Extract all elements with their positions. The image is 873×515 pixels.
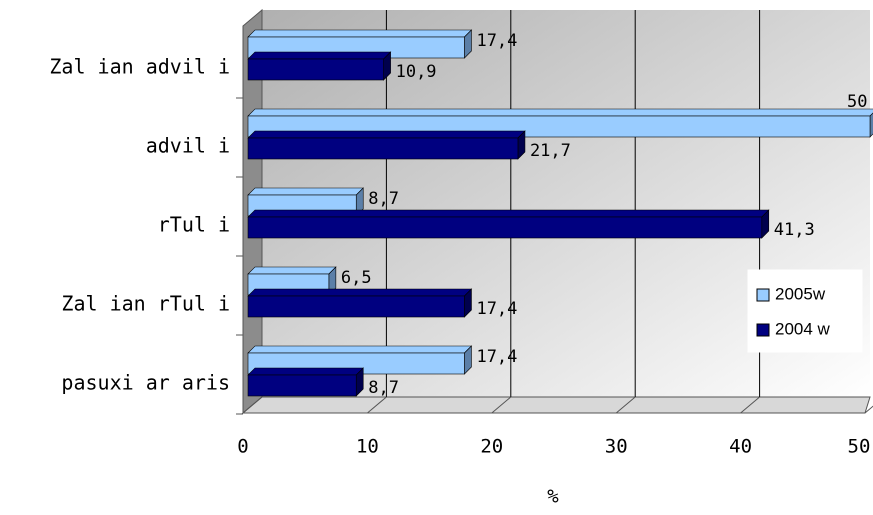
value-label: 50 [847,92,867,112]
bar [247,216,763,239]
x-tick-label: 40 [729,436,752,458]
bar-top [247,209,770,218]
value-label: 41,3 [774,220,815,240]
x-tick-label: 10 [356,436,379,458]
y-tick-label: rTul i [158,213,230,237]
tick-mark [367,396,387,414]
bar-group [247,130,526,160]
legend-swatch [756,288,770,302]
y-tick-label: advil i [146,134,230,158]
tick-mark [740,396,760,414]
bar-top [247,187,364,196]
x-tick-label: 30 [605,436,628,458]
value-label: 8,7 [368,378,399,398]
value-label: 21,7 [530,141,571,161]
bar-top [247,345,473,354]
value-label: 10,9 [396,62,437,82]
x-tick-label: 0 [237,436,248,458]
legend [747,269,863,353]
bar [247,58,384,81]
bar-top [247,266,337,275]
y-tick-label: Zal ian advil i [49,55,230,79]
x-axis-label: % [547,486,559,508]
bar-group [247,288,473,318]
bar-top [247,51,392,60]
value-label: 8,7 [368,189,399,209]
tick-mark [491,396,512,414]
value-label: 6,5 [341,268,372,288]
bar [247,137,519,160]
bar-group [247,51,392,81]
bar-top [247,108,873,117]
x-tick-label: 20 [480,436,503,458]
value-label: 17,4 [476,347,517,367]
tick-mark [242,396,263,414]
value-label: 17,4 [476,299,517,319]
bar-top [247,29,473,38]
bar-top [247,367,364,376]
tick-mark [615,396,636,414]
bar-top [247,130,526,139]
y-tick-label: Zal ian rTul i [61,292,230,316]
bar-group [247,367,364,397]
bar-top [247,288,473,297]
legend-swatch [756,323,770,337]
legend-label: 2004 w [775,319,831,338]
value-label: 17,4 [476,31,517,51]
bar [247,374,357,397]
tick-mark [864,405,873,414]
x-tick-label: 50 [848,436,871,458]
floor [241,396,871,414]
bar-group [247,209,770,239]
y-tick-label: pasuxi ar aris [61,371,230,395]
bar [247,295,465,318]
legend-label: 2005w [775,284,826,303]
